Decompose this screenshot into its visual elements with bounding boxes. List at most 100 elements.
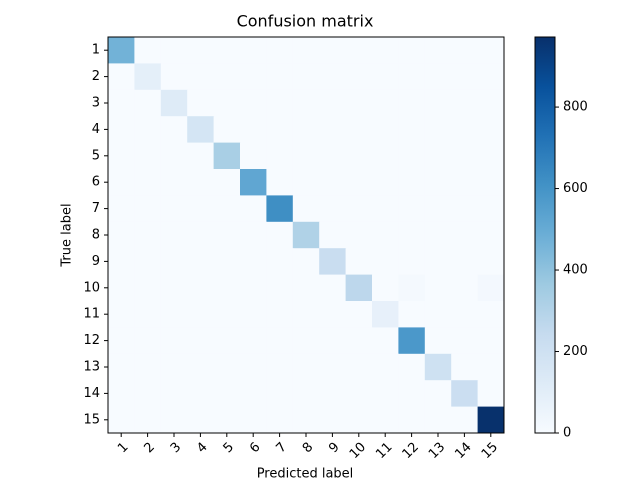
y-tick-label: 2 (92, 69, 100, 84)
cell (372, 195, 399, 223)
cell (187, 406, 215, 434)
cell (477, 248, 505, 276)
cell (292, 301, 320, 328)
cell (266, 221, 294, 249)
cell (424, 195, 452, 223)
cell (477, 195, 505, 223)
cell (451, 63, 479, 91)
cell (424, 327, 452, 355)
cell (108, 274, 135, 302)
cell (319, 221, 347, 249)
cell (240, 37, 267, 64)
cell (266, 169, 294, 196)
y-tick-label: 13 (83, 360, 100, 375)
cell (424, 380, 452, 408)
cell (345, 274, 373, 302)
cell (451, 380, 479, 408)
cell (477, 169, 505, 196)
cell (240, 221, 267, 249)
cell (108, 116, 135, 144)
cell (134, 37, 162, 64)
cell (213, 169, 241, 196)
cell (451, 353, 479, 381)
colorbar-tick-label: 400 (563, 263, 588, 278)
cell (345, 169, 373, 196)
cell (240, 406, 267, 434)
cell (213, 274, 241, 302)
cell (213, 221, 241, 249)
cell (108, 169, 135, 196)
cell (477, 327, 505, 355)
cell (319, 195, 347, 223)
cell (187, 89, 215, 117)
y-tick-label: 6 (92, 175, 100, 190)
y-tick-label: 1 (92, 43, 100, 58)
y-tick-label: 11 (83, 307, 100, 322)
cell (213, 89, 241, 117)
cell (213, 142, 241, 170)
cell (372, 274, 399, 302)
cell (451, 169, 479, 196)
cell (398, 274, 426, 302)
cell (477, 142, 505, 170)
cell (292, 89, 320, 117)
cell (240, 380, 267, 408)
cell (108, 89, 135, 117)
cell (345, 142, 373, 170)
cell (160, 89, 188, 117)
y-tick-label: 12 (83, 333, 100, 348)
cell (372, 301, 399, 328)
cell (266, 274, 294, 302)
x-tick-label: 1 (115, 440, 131, 456)
cell (266, 89, 294, 117)
cell (477, 63, 505, 91)
cell (134, 380, 162, 408)
cell (424, 301, 452, 328)
y-tick-label: 4 (92, 122, 100, 137)
y-tick-label: 15 (83, 412, 100, 427)
cell (134, 406, 162, 434)
cell (398, 380, 426, 408)
cell (372, 327, 399, 355)
x-tick-label: 9 (326, 440, 342, 456)
cell (345, 406, 373, 434)
cell (266, 37, 294, 64)
x-axis-label: Predicted label (257, 467, 354, 480)
y-tick-label: 8 (92, 228, 100, 243)
cell (213, 380, 241, 408)
cell (372, 63, 399, 91)
cell (213, 353, 241, 381)
cell (108, 406, 135, 434)
cell (240, 327, 267, 355)
cell (319, 248, 347, 276)
cell (266, 301, 294, 328)
cell (266, 142, 294, 170)
cell (372, 116, 399, 144)
cell (187, 301, 215, 328)
cell (345, 195, 373, 223)
cell (372, 380, 399, 408)
cell (451, 406, 479, 434)
cell (345, 301, 373, 328)
cell (187, 327, 215, 355)
cell (160, 169, 188, 196)
x-tick-label: 14 (452, 440, 474, 462)
cell (477, 301, 505, 328)
cell (319, 327, 347, 355)
cell (398, 89, 426, 117)
cell (398, 353, 426, 381)
cell (266, 380, 294, 408)
colorbar-tick-label: 200 (563, 344, 588, 359)
cell (160, 142, 188, 170)
colorbar-tick-label: 600 (563, 181, 588, 196)
cell (451, 37, 479, 64)
cell (160, 327, 188, 355)
cell (345, 89, 373, 117)
cell (292, 63, 320, 91)
y-axis-label: True label (60, 203, 75, 267)
cell (134, 195, 162, 223)
y-tick-label: 10 (83, 280, 100, 295)
cell (213, 63, 241, 91)
cell (424, 116, 452, 144)
cell (108, 195, 135, 223)
